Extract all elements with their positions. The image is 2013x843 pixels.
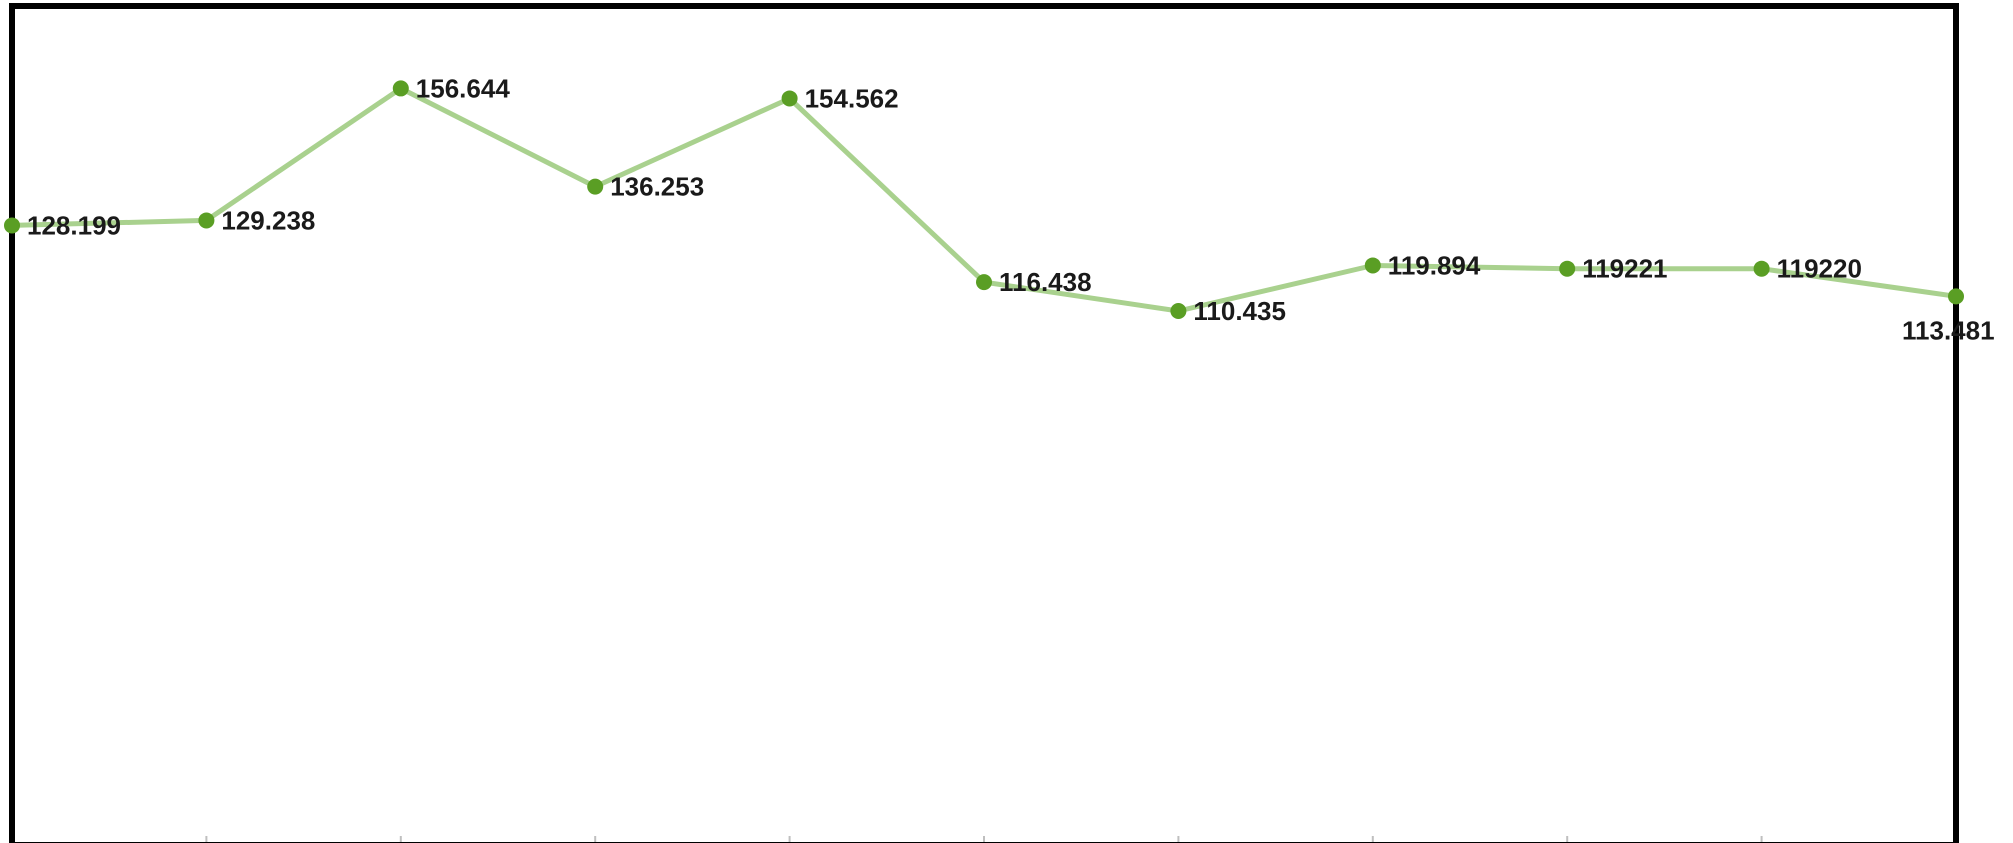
data-point (1170, 303, 1187, 320)
data-label: 129.238 (221, 205, 315, 235)
data-point (1559, 260, 1576, 277)
series-markers (4, 80, 1964, 320)
data-point (1364, 257, 1381, 274)
data-point (1948, 288, 1964, 305)
data-point (4, 217, 20, 234)
data-label: 116.438 (999, 267, 1092, 297)
data-label: 119220 (1777, 254, 1862, 284)
data-point (976, 274, 992, 291)
data-label: 154.562 (805, 83, 899, 113)
plot-frame (9, 3, 1959, 843)
data-labels: 128.199 129.238 156.644 136.253 154.562 116.4… (27, 73, 1995, 345)
data-label: 119221 (1582, 254, 1667, 284)
data-label: 136.253 (610, 172, 704, 202)
data-point (198, 212, 215, 229)
data-label: 110.435 (1193, 296, 1286, 326)
data-point (1753, 260, 1770, 277)
data-point (781, 90, 798, 107)
data-point (587, 178, 604, 195)
data-label: 113.481 (1902, 315, 1995, 345)
data-label: 128.199 (27, 210, 121, 240)
data-point (392, 80, 409, 97)
data-label: 119.894 (1388, 250, 1481, 280)
data-label: 156.644 (416, 73, 511, 103)
x-axis-ticks (11, 836, 1957, 843)
